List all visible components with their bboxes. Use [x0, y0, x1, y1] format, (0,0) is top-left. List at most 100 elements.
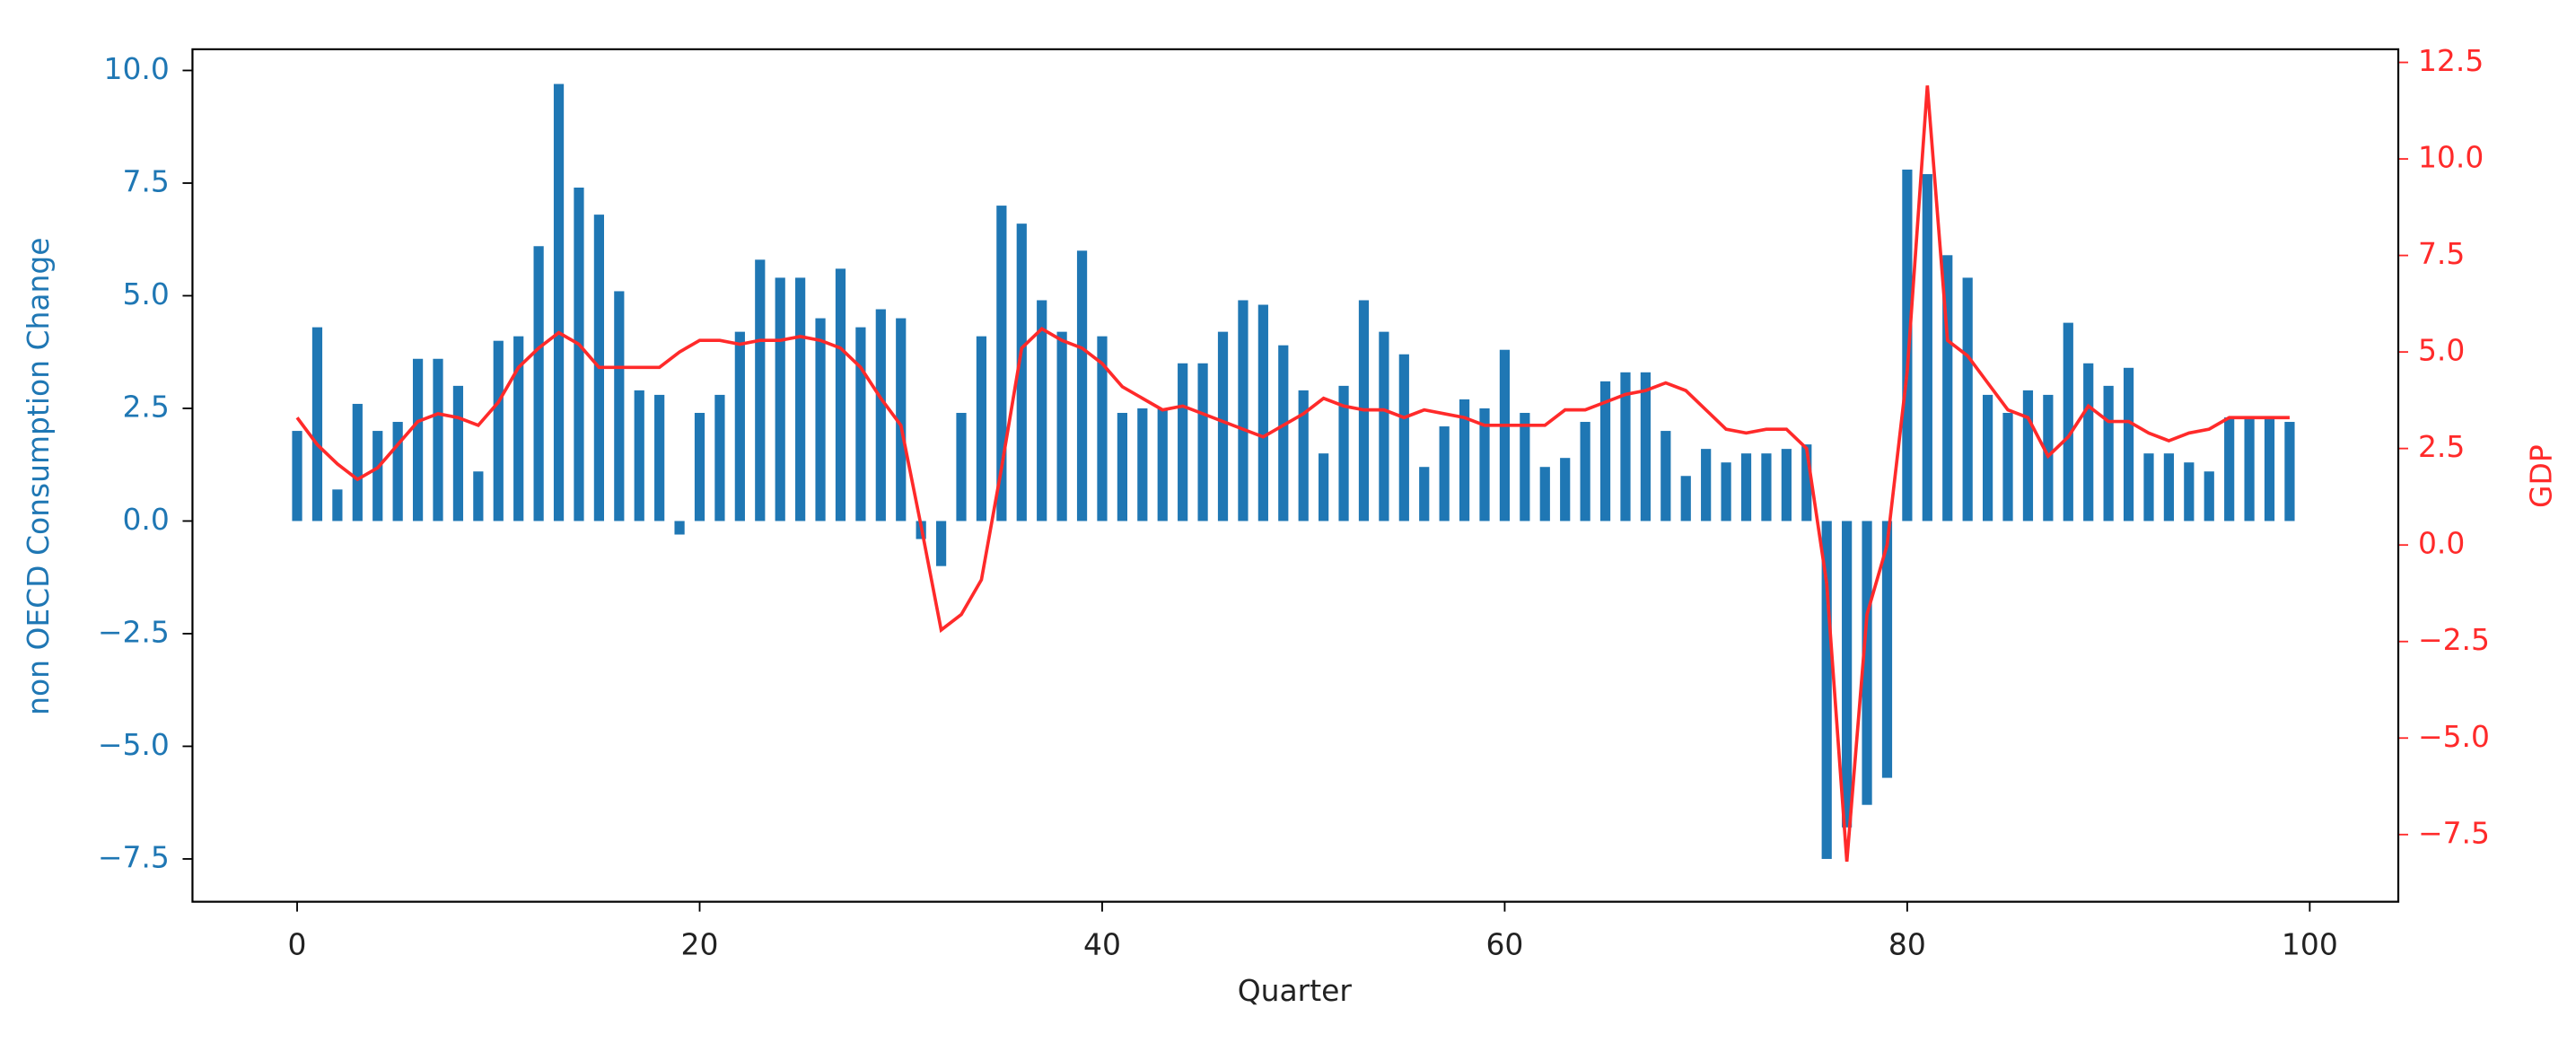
- bar: [1379, 331, 1389, 522]
- bar: [292, 431, 302, 522]
- bar: [1781, 449, 1792, 522]
- bar: [1740, 453, 1752, 522]
- bar: [896, 318, 907, 522]
- bar: [855, 327, 866, 522]
- bar: [996, 206, 1007, 522]
- bar: [1419, 467, 1430, 522]
- bar: [1016, 224, 1027, 522]
- bar: [452, 385, 464, 522]
- bar: [2204, 471, 2214, 522]
- bar: [614, 291, 625, 522]
- y2-tick-label: 10.0: [2418, 140, 2484, 175]
- bar: [1499, 349, 1511, 522]
- bar: [1117, 412, 1128, 522]
- bar: [2063, 322, 2073, 522]
- y-tick-label: 7.5: [122, 163, 169, 198]
- bar: [674, 521, 685, 535]
- bar: [1278, 345, 1289, 522]
- bar: [332, 489, 343, 522]
- bar: [1178, 363, 1188, 522]
- bar: [2002, 412, 2013, 522]
- bar: [1842, 521, 1853, 828]
- bar: [956, 412, 967, 522]
- bar: [1479, 408, 1490, 522]
- y-tick-label: −7.5: [98, 839, 170, 874]
- bar: [2022, 390, 2034, 522]
- x-tick-label: 100: [2282, 927, 2338, 962]
- bar: [574, 188, 584, 522]
- bar: [2083, 363, 2094, 522]
- bar: [1217, 331, 1229, 522]
- bar: [2224, 417, 2235, 522]
- y-tick-label: 0.0: [122, 502, 169, 537]
- bar: [654, 394, 665, 522]
- bar: [311, 327, 323, 522]
- x-tick-label: 0: [288, 927, 307, 962]
- bar: [2264, 417, 2275, 522]
- y2-axis-label: GDP: [2524, 444, 2559, 508]
- y-tick-label: −2.5: [98, 614, 170, 649]
- bar: [1056, 331, 1067, 522]
- bar: [2163, 453, 2175, 522]
- bar: [1821, 521, 1832, 859]
- x-axis-label: Quarter: [1238, 973, 1353, 1008]
- bar: [1520, 412, 1530, 522]
- x-tick-label: 20: [681, 927, 719, 962]
- bar: [935, 521, 947, 566]
- x-tick-label: 60: [1485, 927, 1523, 962]
- bar: [1338, 385, 1349, 522]
- bar: [1922, 173, 1932, 522]
- bar: [2244, 417, 2255, 522]
- bar: [2103, 385, 2114, 522]
- bar: [553, 83, 565, 522]
- y2-tick-label: 12.5: [2418, 43, 2484, 78]
- bar: [694, 412, 705, 522]
- bar: [1982, 394, 1993, 522]
- bar: [1097, 336, 1108, 522]
- bar: [1076, 250, 1088, 522]
- bar: [1599, 381, 1611, 522]
- bar: [2143, 453, 2154, 522]
- y-axis-label: non OECD Consumption Change: [21, 237, 56, 714]
- bar: [976, 336, 987, 522]
- bar: [352, 403, 363, 522]
- bar: [1238, 300, 1249, 522]
- bar: [513, 336, 524, 522]
- line: [295, 85, 2290, 863]
- bar: [1620, 372, 1631, 522]
- bar: [755, 259, 766, 522]
- bar: [1962, 277, 1973, 522]
- y2-tick-label: 0.0: [2418, 526, 2465, 561]
- bar: [1680, 476, 1691, 522]
- bar: [875, 309, 886, 522]
- bar: [392, 422, 403, 522]
- bar: [634, 390, 644, 522]
- bar: [795, 277, 806, 522]
- x-tick-label: 40: [1083, 927, 1121, 962]
- bar: [1319, 453, 1329, 522]
- bar: [2184, 462, 2195, 522]
- bar: [1801, 444, 1812, 522]
- bar: [2284, 422, 2295, 522]
- bar: [1459, 399, 1470, 522]
- bar: [1721, 462, 1731, 522]
- bar: [734, 331, 745, 522]
- plot-frame: [191, 48, 2400, 903]
- bar: [433, 358, 443, 522]
- bar: [1902, 169, 1913, 522]
- bar: [1881, 521, 1893, 778]
- y2-tick-label: 2.5: [2418, 429, 2465, 464]
- bar: [1761, 453, 1772, 522]
- bar: [835, 268, 846, 522]
- y-tick-label: 10.0: [104, 51, 170, 86]
- y2-tick-label: −2.5: [2418, 622, 2490, 657]
- bar: [1701, 449, 1712, 522]
- bar: [815, 318, 826, 522]
- y2-tick-label: 5.0: [2418, 333, 2465, 368]
- bar: [1157, 408, 1168, 522]
- bar: [1298, 390, 1309, 522]
- y-tick-label: 5.0: [122, 276, 169, 311]
- bar: [1862, 521, 1872, 805]
